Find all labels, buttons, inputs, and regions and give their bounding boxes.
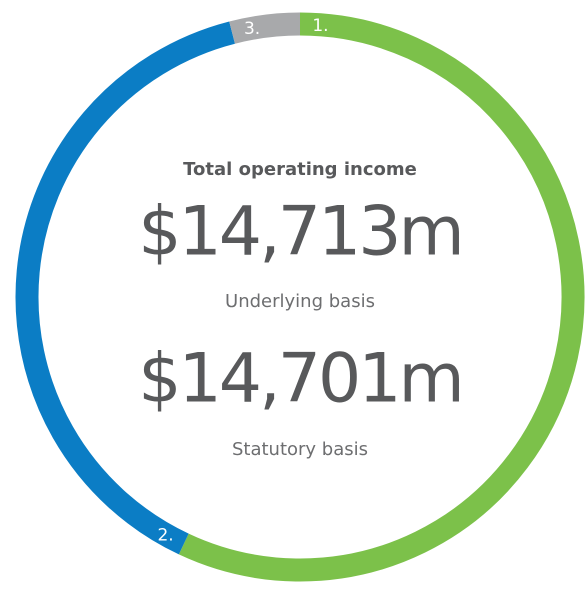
caption: Statutory basis — [232, 439, 368, 460]
headline-value: $14,701m — [138, 340, 461, 419]
caption: Underlying basis — [225, 291, 375, 312]
donut-segment — [229, 12, 301, 44]
segment-label: 1. — [312, 16, 328, 36]
chart-title: Total operating income — [183, 159, 417, 180]
segment-label: 3. — [244, 19, 260, 39]
donut-segment — [15, 21, 235, 555]
headline-value: $14,713m — [138, 193, 461, 272]
donut-segment — [178, 12, 585, 582]
segment-label: 2. — [157, 526, 173, 546]
